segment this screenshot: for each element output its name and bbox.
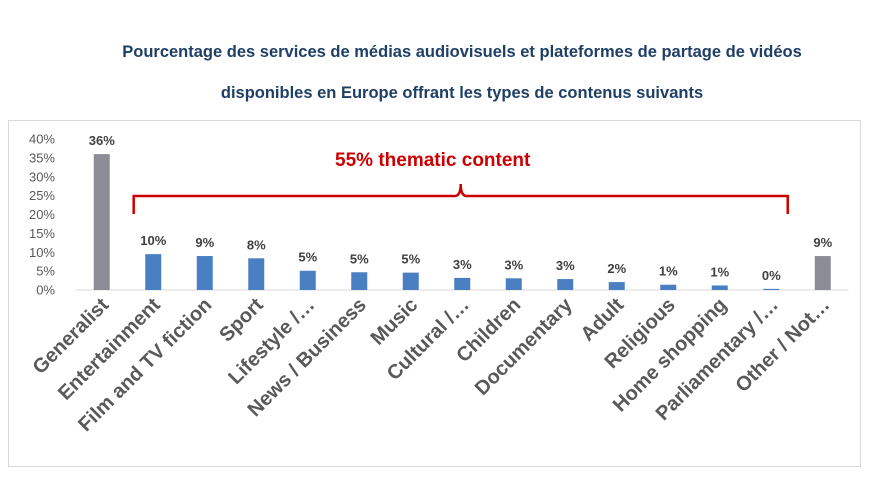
data-label: 3%: [556, 258, 575, 273]
bar: [351, 272, 368, 290]
chart-frame: [8, 120, 861, 467]
data-label: 5%: [298, 250, 317, 265]
data-label: 2%: [607, 261, 626, 276]
y-tick-label: 15%: [29, 226, 55, 241]
bar: [93, 154, 110, 290]
y-tick-label: 20%: [29, 207, 55, 222]
bar: [402, 272, 419, 290]
data-label: 3%: [504, 257, 523, 272]
y-tick-label: 30%: [29, 169, 55, 184]
annotation-label: 55% thematic content: [335, 150, 531, 171]
data-label: 8%: [247, 237, 266, 252]
bar: [454, 277, 471, 290]
annotation-bracket: [132, 183, 789, 214]
chart-title-line-2: disponibles en Europe offrant les types …: [220, 84, 704, 102]
bar: [814, 256, 831, 290]
bar: [711, 285, 728, 290]
data-label: 1%: [710, 264, 729, 279]
y-tick-label: 0%: [36, 283, 55, 298]
bar: [505, 278, 522, 290]
data-label: 1%: [659, 264, 678, 279]
y-tick-label: 5%: [36, 264, 55, 279]
bar: [299, 270, 316, 290]
data-label: 9%: [813, 235, 832, 250]
data-label: 9%: [195, 235, 214, 250]
y-tick-label: 35%: [29, 150, 55, 165]
bar: [196, 256, 213, 290]
bar: [248, 258, 265, 290]
data-label: 3%: [453, 257, 472, 272]
data-label: 36%: [89, 133, 115, 148]
bar: [557, 279, 574, 290]
bar: [145, 254, 162, 290]
data-label: 0%: [762, 268, 781, 283]
y-tick-label: 40%: [29, 132, 55, 147]
y-tick-label: 10%: [29, 245, 55, 260]
bar: [608, 282, 625, 290]
data-label: 5%: [401, 252, 420, 267]
bar: [660, 284, 677, 290]
data-label: 10%: [140, 233, 166, 248]
data-label: 5%: [350, 251, 369, 266]
bar: [763, 288, 780, 290]
y-tick-label: 25%: [29, 188, 55, 203]
chart-title-line-1: Pourcentage des services de médias audio…: [122, 43, 802, 61]
